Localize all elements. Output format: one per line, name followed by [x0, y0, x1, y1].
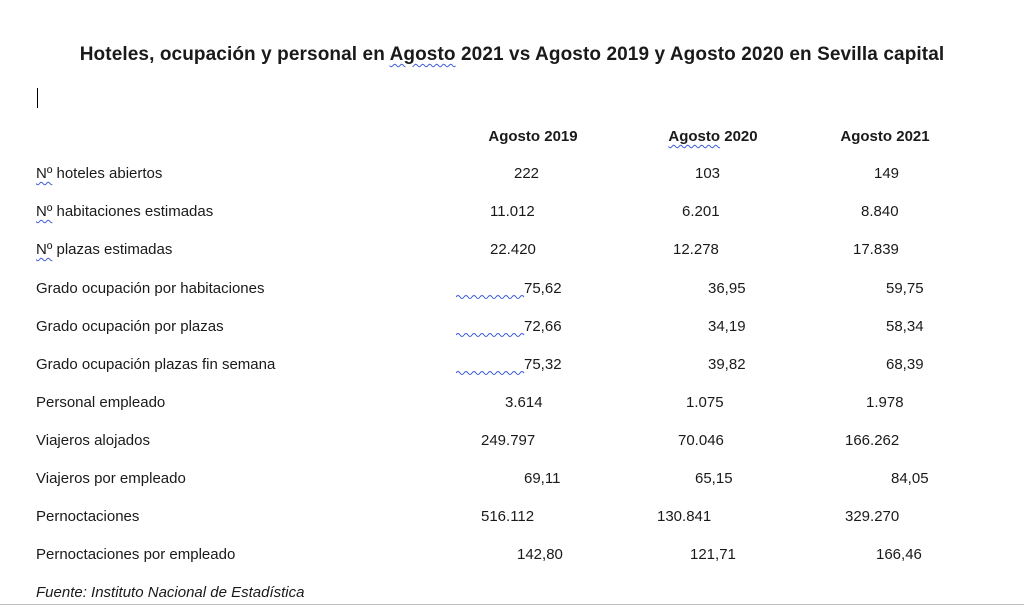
cell-2019: 142,80: [517, 546, 563, 563]
row-prefix: Nº: [36, 165, 53, 182]
cell-2021: 17.839: [853, 241, 899, 258]
spellcheck-wave: [456, 371, 525, 375]
column-header-2021: Agosto 2021: [815, 128, 955, 145]
page-title: Hoteles, ocupación y personal en Agosto …: [0, 44, 1024, 66]
table-row: Pernoctaciones 516.112 130.841 329.270: [0, 508, 1024, 532]
row-label-text: habitaciones estimadas: [52, 203, 214, 220]
cell-2019: 75,62: [524, 280, 562, 297]
row-label: Viajeros alojados: [36, 432, 150, 449]
cell-2019: 249.797: [481, 432, 536, 449]
row-label: Nº hoteles abiertos: [36, 165, 162, 182]
cell-2019: 72,66: [524, 318, 562, 335]
row-label: Viajeros por empleado: [36, 470, 186, 487]
row-prefix: Nº: [36, 203, 53, 220]
table-row: Pernoctaciones por empleado 142,80 121,7…: [0, 546, 1024, 570]
table-row: Nº plazas estimadas 22.420 12.278 17.839: [0, 241, 1024, 265]
cell-2020: 1.075: [686, 394, 724, 411]
page-divider: [0, 604, 1024, 605]
row-prefix: Nº: [36, 241, 53, 258]
table-row: Viajeros por empleado 69,11 65,15 84,05: [0, 470, 1024, 494]
title-agosto: Agosto: [389, 44, 456, 65]
cell-2020: 103: [695, 165, 721, 182]
row-label: Nº plazas estimadas: [36, 241, 172, 258]
cell-2021: 84,05: [891, 470, 929, 487]
cell-2019: 69,11: [524, 470, 561, 487]
table-row: Viajeros alojados 249.797 70.046 166.262: [0, 432, 1024, 456]
cell-2019: 222: [514, 165, 540, 182]
cell-2020: 70.046: [678, 432, 724, 449]
cell-2020: 36,95: [708, 280, 746, 297]
cell-2019: 516.112: [481, 508, 535, 525]
row-label: Personal empleado: [36, 394, 166, 411]
cell-2021: 149: [874, 165, 900, 182]
table-row: Grado ocupación por plazas 72,66 34,19 5…: [0, 318, 1024, 342]
column-header-2020: Agosto 2020: [643, 128, 783, 145]
cell-2021: 58,34: [886, 318, 924, 335]
cell-2020: 130.841: [657, 508, 712, 525]
table-row: Nº habitaciones estimadas 11.012 6.201 8…: [0, 203, 1024, 227]
cell-2021: 68,39: [886, 356, 924, 373]
row-label: Grado ocupación plazas fin semana: [36, 356, 276, 373]
cell-2020: 121,71: [690, 546, 736, 563]
row-label-text: hoteles abiertos: [52, 165, 163, 182]
cell-2021: 166,46: [876, 546, 922, 563]
column-header-month: Agosto: [668, 128, 721, 145]
cell-2021: 59,75: [886, 280, 924, 297]
cell-2020: 34,19: [708, 318, 746, 335]
row-label: Pernoctaciones: [36, 508, 140, 525]
column-header-year: 2019: [540, 128, 578, 145]
spellcheck-wave: [456, 295, 525, 299]
cell-2021: 8.840: [861, 203, 899, 220]
table-row: Grado ocupación por habitaciones 75,62 3…: [0, 280, 1024, 304]
title-part1: Hoteles, ocupación y personal en: [79, 44, 390, 65]
column-header-month: Agosto: [840, 128, 893, 145]
cell-2021: 166.262: [845, 432, 900, 449]
cell-2020: 12.278: [673, 241, 719, 258]
table-row: Grado ocupación plazas fin semana 75,32 …: [0, 356, 1024, 380]
cell-2019: 75,32: [524, 356, 562, 373]
cell-2019: 3.614: [505, 394, 543, 411]
column-header-2019: Agosto 2019: [463, 128, 603, 145]
table-row: Personal empleado 3.614 1.075 1.978: [0, 394, 1024, 418]
cell-2019: 11.012: [490, 203, 535, 220]
source-note: Fuente: Instituto Nacional de Estadístic…: [36, 584, 305, 601]
row-label-text: plazas estimadas: [52, 241, 173, 258]
row-label: Nº habitaciones estimadas: [36, 203, 213, 220]
cell-2019: 22.420: [490, 241, 536, 258]
cell-2021: 329.270: [845, 508, 900, 525]
column-header-month: Agosto: [488, 128, 541, 145]
column-header-year: 2020: [720, 128, 758, 145]
table-row: Nº hoteles abiertos 222 103 149: [0, 165, 1024, 189]
row-label: Grado ocupación por habitaciones: [36, 280, 265, 297]
text-cursor: [37, 88, 38, 108]
cell-2020: 65,15: [695, 470, 733, 487]
column-header-year: 2021: [892, 128, 930, 145]
spellcheck-wave: [456, 333, 525, 337]
cell-2021: 1.978: [866, 394, 904, 411]
cell-2020: 39,82: [708, 356, 746, 373]
row-label: Pernoctaciones por empleado: [36, 546, 236, 563]
cell-2020: 6.201: [682, 203, 720, 220]
title-part2: 2021 vs Agosto 2019 y Agosto 2020 en Sev…: [455, 44, 945, 65]
row-label: Grado ocupación por plazas: [36, 318, 224, 335]
